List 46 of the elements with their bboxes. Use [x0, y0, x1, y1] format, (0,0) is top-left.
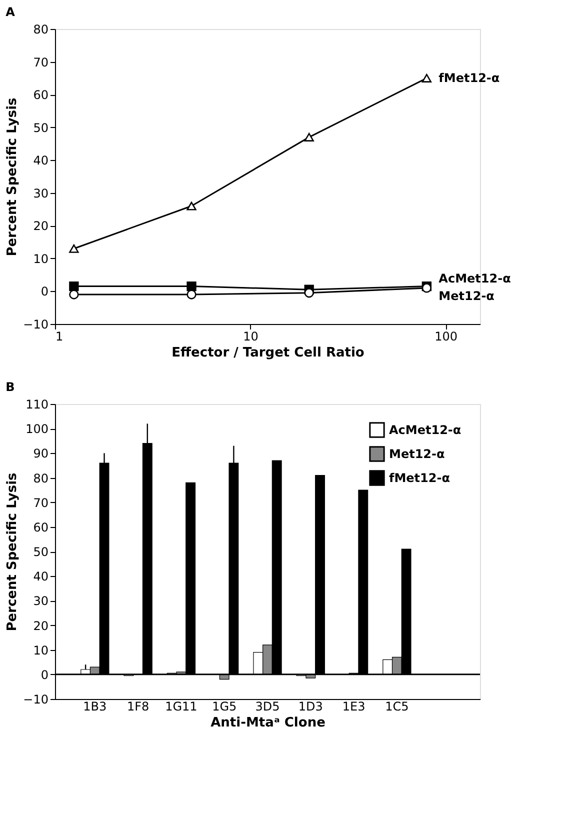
- y-tick-label: 40: [33, 570, 48, 584]
- y-tick-label: 40: [33, 154, 48, 168]
- series-label: AcMet12-α: [438, 271, 511, 286]
- y-tick-label: 70: [33, 55, 48, 70]
- y-tick-label: 80: [33, 22, 48, 36]
- y-tick-label: 100: [26, 422, 48, 436]
- y-tick-label: 0: [40, 284, 48, 299]
- x-axis-title: Effector / Target Cell Ratio: [172, 346, 364, 360]
- x-axis-title: Anti-Mtaᵃ Clone: [210, 716, 326, 730]
- x-tick-label: 1G11: [165, 700, 198, 714]
- x-tick-label: 1D3: [298, 700, 323, 714]
- x-tick-label: 1B3: [83, 700, 107, 714]
- chart-title: A: [6, 5, 16, 19]
- x-tick-label: 1E3: [342, 700, 366, 714]
- y-tick-label: 110: [26, 398, 48, 412]
- legend-label: AcMet12-α: [389, 423, 462, 437]
- y-tick-label: 50: [33, 545, 48, 559]
- x-tick-label: 1C5: [385, 700, 409, 714]
- y-tick-label: 0: [40, 668, 48, 682]
- y-tick-label: −10: [23, 692, 48, 706]
- y-tick-label: 30: [33, 594, 48, 608]
- x-tick-label: 1F8: [126, 700, 150, 714]
- y-tick-label: 60: [33, 88, 48, 102]
- y-tick-label: 20: [33, 618, 48, 633]
- series-label: fMet12-α: [438, 71, 500, 86]
- x-tick-label: 1G5: [212, 700, 237, 714]
- y-tick-label: 50: [33, 120, 48, 135]
- legend-label: fMet12-α: [389, 471, 450, 485]
- x-tick-label: 10: [243, 330, 258, 344]
- y-tick-label: 60: [33, 520, 48, 534]
- y-tick-label: 10: [33, 643, 48, 658]
- y-tick-label: 90: [33, 446, 48, 461]
- y-tick-label: 30: [33, 186, 48, 200]
- y-tick-label: −10: [23, 318, 48, 332]
- y-axis-title: Percent Specific Lysis: [5, 472, 20, 632]
- chart-title: B: [6, 380, 15, 394]
- legend-label: Met12-α: [389, 447, 445, 461]
- x-tick-label: 100: [434, 330, 458, 344]
- y-axis-title: Percent Specific Lysis: [5, 97, 20, 256]
- y-tick-label: 20: [33, 219, 48, 234]
- x-tick-label: 3D5: [255, 700, 280, 714]
- x-tick-label: 1: [56, 330, 64, 344]
- y-tick-label: 80: [33, 471, 48, 486]
- y-tick-label: 10: [33, 252, 48, 266]
- series-label: Met12-α: [438, 288, 494, 303]
- y-tick-label: 70: [33, 496, 48, 510]
